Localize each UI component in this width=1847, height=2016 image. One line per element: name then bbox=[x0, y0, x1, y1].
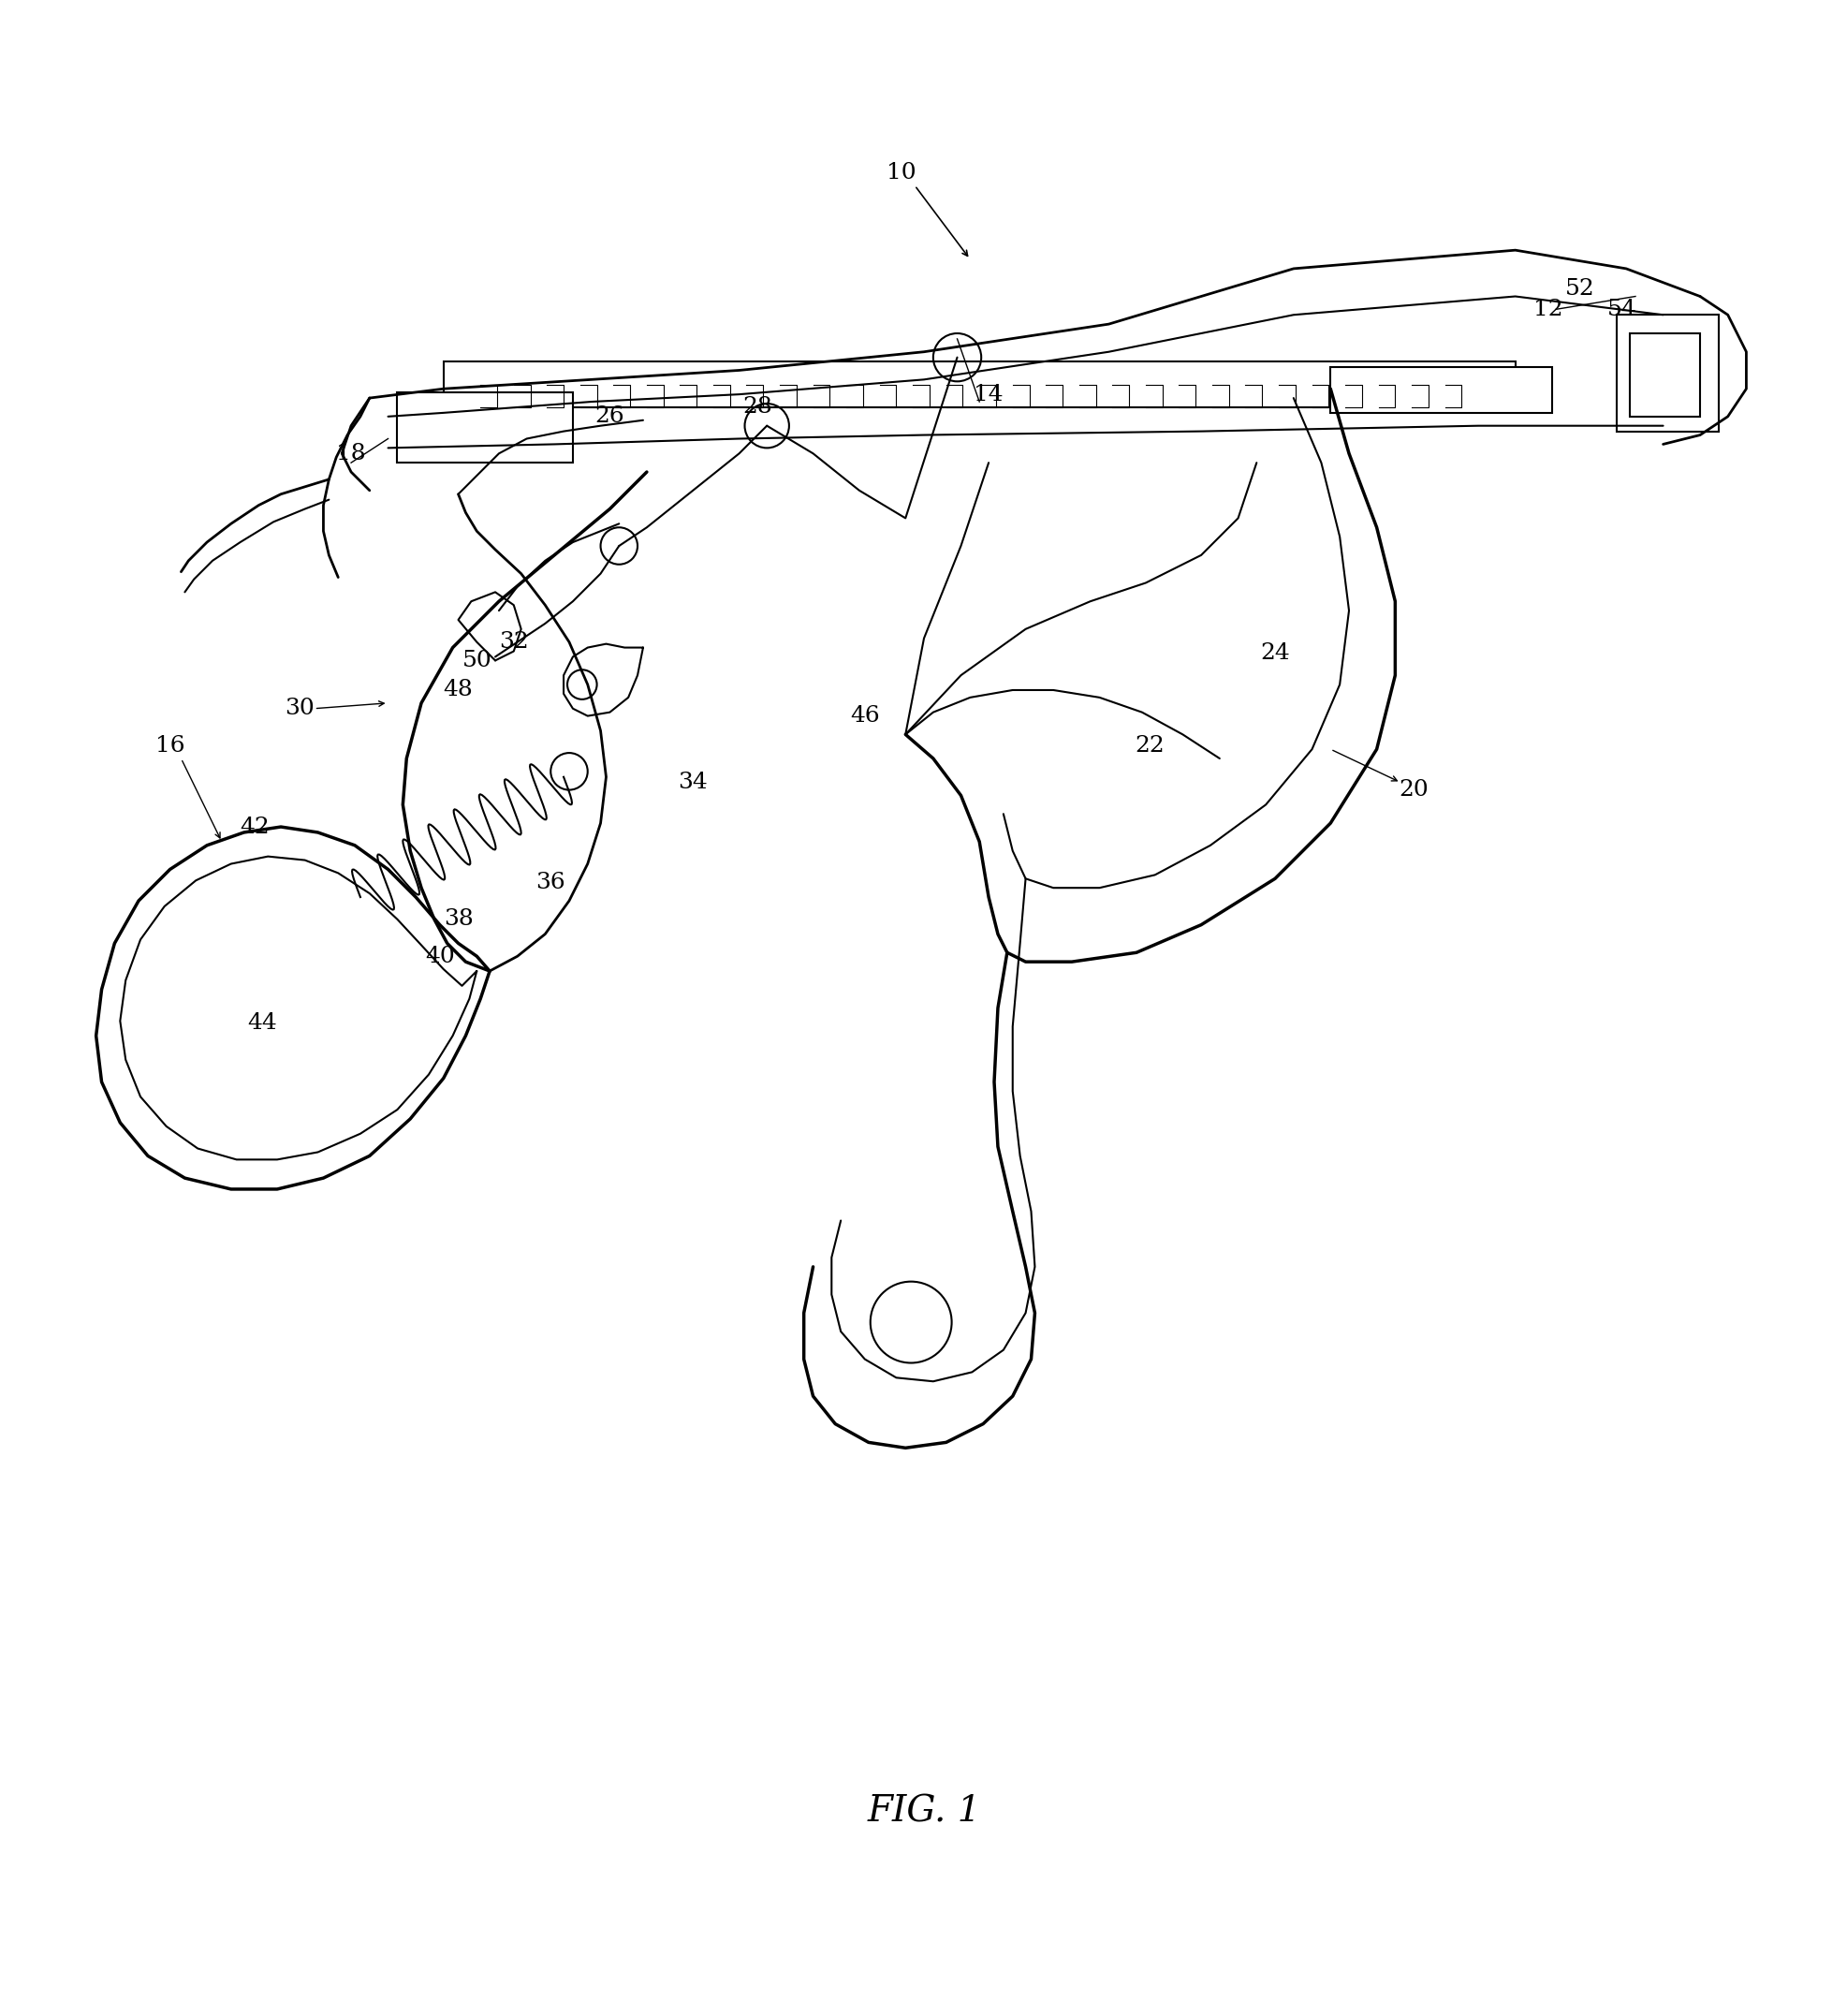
Text: 26: 26 bbox=[595, 405, 624, 427]
Text: FIG. 1: FIG. 1 bbox=[866, 1794, 981, 1829]
Text: 48: 48 bbox=[443, 679, 473, 702]
FancyBboxPatch shape bbox=[1616, 314, 1718, 431]
Text: 36: 36 bbox=[536, 871, 565, 893]
Text: 10: 10 bbox=[887, 161, 916, 183]
Text: 38: 38 bbox=[443, 909, 473, 929]
FancyBboxPatch shape bbox=[1330, 367, 1551, 413]
Text: 32: 32 bbox=[499, 631, 528, 653]
Text: 24: 24 bbox=[1260, 643, 1289, 663]
Text: 12: 12 bbox=[1533, 298, 1563, 321]
Text: 30: 30 bbox=[284, 698, 314, 720]
FancyBboxPatch shape bbox=[397, 393, 573, 464]
Text: 28: 28 bbox=[742, 397, 772, 417]
Text: 16: 16 bbox=[155, 734, 185, 756]
Text: 50: 50 bbox=[462, 649, 491, 671]
Text: 40: 40 bbox=[425, 946, 454, 968]
Text: 22: 22 bbox=[1134, 734, 1164, 756]
Text: 42: 42 bbox=[240, 816, 270, 837]
Text: 20: 20 bbox=[1398, 778, 1428, 800]
Text: 52: 52 bbox=[1564, 278, 1594, 300]
Text: 18: 18 bbox=[336, 444, 366, 464]
FancyBboxPatch shape bbox=[443, 361, 1515, 407]
FancyBboxPatch shape bbox=[1629, 333, 1699, 417]
Circle shape bbox=[550, 752, 587, 790]
Text: 14: 14 bbox=[973, 383, 1003, 405]
Text: 46: 46 bbox=[850, 706, 879, 726]
Text: 34: 34 bbox=[678, 772, 707, 792]
Text: 54: 54 bbox=[1607, 298, 1636, 321]
Text: 44: 44 bbox=[247, 1012, 277, 1034]
